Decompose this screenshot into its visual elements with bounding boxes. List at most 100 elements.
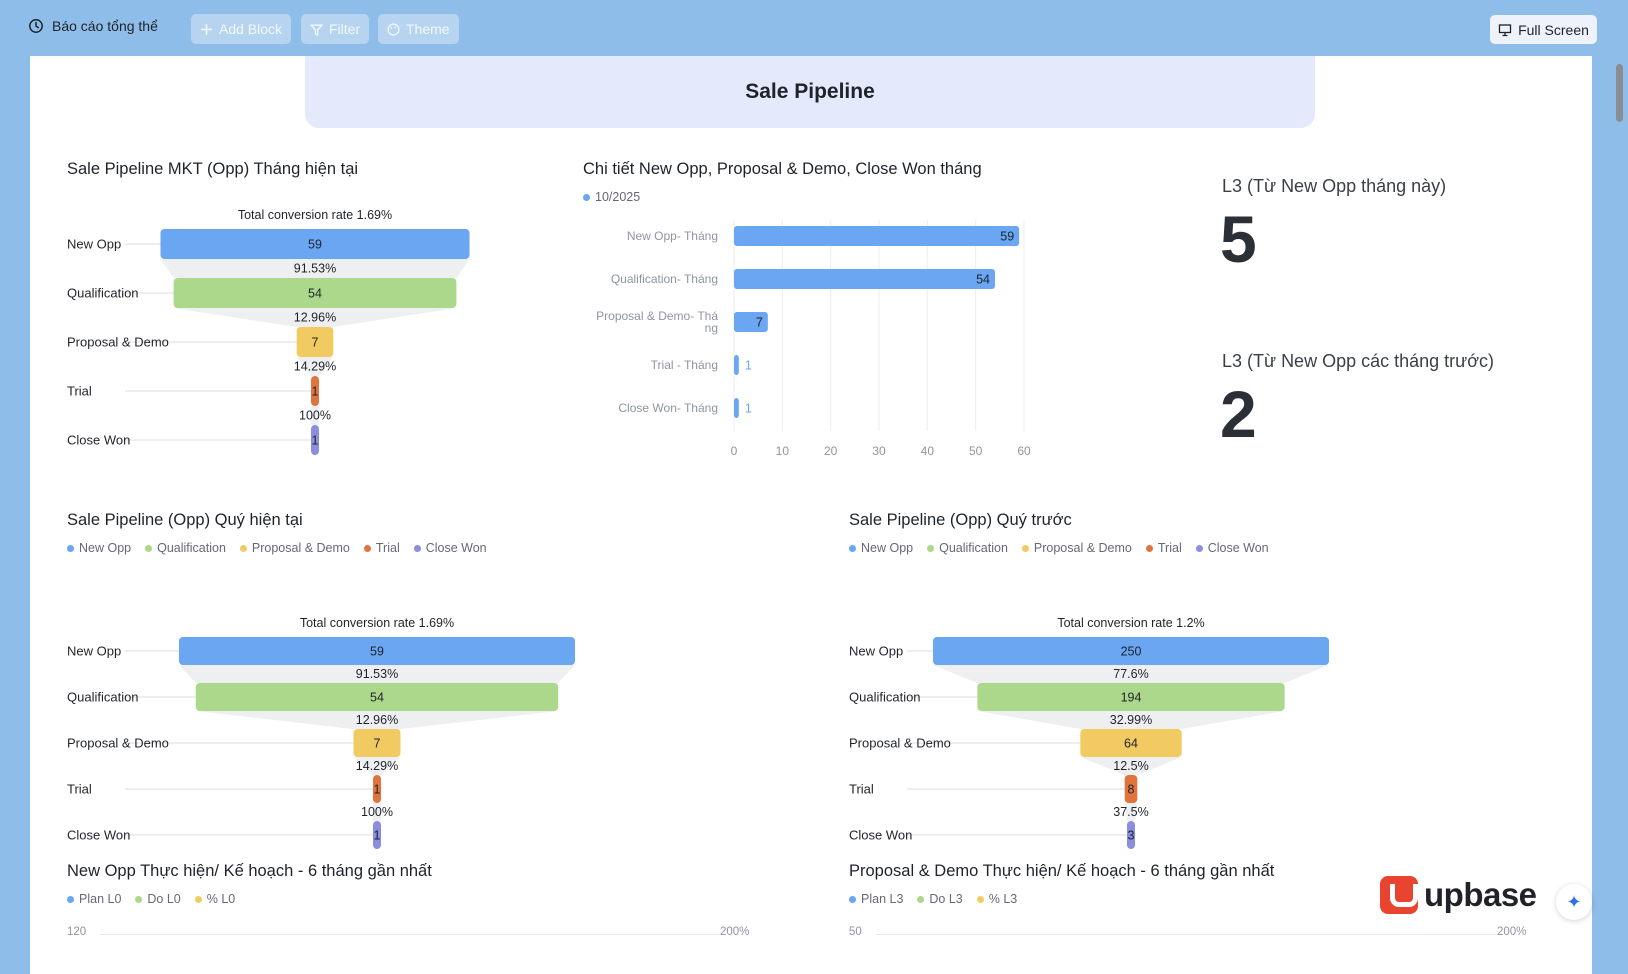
funnel-stage-label: Qualification — [849, 690, 921, 705]
funnel-bar — [311, 376, 319, 406]
bar-value-label: 54 — [976, 273, 990, 287]
legend-item[interactable]: Proposal & Demo — [239, 541, 350, 555]
bar — [734, 355, 739, 375]
upbase-logo: upbase — [1380, 876, 1537, 914]
funnel-connector — [1080, 757, 1182, 775]
funnel-total-conversion: Total conversion rate 1.69% — [300, 616, 454, 630]
legend-dot — [67, 895, 74, 903]
funnel-connector — [160, 259, 470, 278]
bar-value-label: 7 — [756, 316, 763, 330]
legend-label: Do L3 — [929, 892, 963, 906]
funnel-total-conversion: Total conversion rate 1.2% — [1057, 616, 1204, 630]
newopp-plan-legend: Plan L0 Do L0 % L0 — [67, 892, 235, 906]
funnel-bar — [195, 683, 559, 711]
legend-label: % L3 — [988, 892, 1018, 906]
legend-label: Close Won — [1207, 541, 1269, 555]
legend-label: Trial — [375, 541, 400, 555]
funnel-bar-value: 1 — [312, 434, 319, 448]
legend-dot — [583, 193, 590, 201]
proposal-y-axis-top: 50 — [849, 926, 862, 938]
proposal-y2-axis-top: 200% — [1497, 926, 1527, 938]
bar-x-tick: 60 — [1017, 444, 1031, 458]
report-title[interactable]: Báo cáo tổng thể — [28, 18, 158, 34]
proposal-gridline — [876, 934, 1496, 935]
funnel-month-chart[interactable]: Total conversion rate 1.69% 91.53% 12.96% 1… — [67, 204, 527, 474]
legend-item[interactable]: Close Won — [413, 541, 487, 555]
funnel-stage-label: Trial — [67, 384, 92, 399]
funnel-bar — [1080, 729, 1182, 757]
legend-label: Do L0 — [147, 892, 181, 906]
funnel-bar-value: 7 — [374, 737, 381, 751]
funnel-stage-label: New Opp — [67, 644, 121, 659]
legend-item[interactable]: Plan L3 — [849, 892, 903, 906]
funnel-bar-value: 194 — [1121, 691, 1142, 705]
legend-item[interactable]: Plan L0 — [67, 892, 121, 906]
bar-x-tick: 20 — [824, 444, 838, 458]
legend-label: Plan L0 — [79, 892, 122, 906]
funnel-connector — [373, 803, 381, 821]
page-scrollbar[interactable] — [1616, 64, 1623, 122]
add-block-button[interactable]: Add Block — [191, 14, 292, 44]
legend-dot — [917, 895, 925, 903]
legend-dot — [239, 544, 247, 552]
legend-item[interactable]: Qualification — [145, 541, 226, 555]
funnel-stage-label: Proposal & Demo — [67, 335, 169, 350]
kpi-l3-prev-months-value: 2 — [1220, 377, 1257, 451]
funnel-conversion-rate: 37.5% — [1113, 805, 1148, 819]
top-toolbar: Báo cáo tổng thể Add Block Filter Theme … — [0, 0, 1628, 56]
funnel-bar — [173, 278, 457, 308]
full-screen-button[interactable]: Full Screen — [1490, 15, 1597, 44]
legend-item[interactable]: New Opp — [849, 541, 913, 555]
kpi-l3-this-month-value: 5 — [1220, 202, 1257, 276]
theme-button[interactable]: Theme — [378, 14, 459, 44]
funnel-bar-value: 1 — [374, 783, 381, 797]
funnel-stage-label: Qualification — [67, 690, 139, 705]
funnel-stage-label: Trial — [67, 782, 92, 797]
filter-button[interactable]: Filter — [301, 14, 370, 44]
funnel-bar-value: 7 — [312, 336, 319, 350]
bar-detail-title: Chi tiết New Opp, Proposal & Demo, Close… — [583, 160, 982, 178]
palette-icon — [387, 22, 400, 36]
legend-item[interactable]: Do L3 — [917, 892, 963, 906]
legend-item[interactable]: % L3 — [976, 892, 1018, 906]
funnel-prev-quarter-chart[interactable]: Total conversion rate 1.2% 77.6% 32.99% 12.… — [849, 571, 1549, 849]
funnel-connector — [353, 757, 401, 775]
funnel-connector — [179, 665, 575, 683]
funnel-total-conversion: Total conversion rate 1.69% — [238, 208, 392, 222]
funnel-stage-label: Proposal & Demo — [67, 736, 169, 751]
bar-x-tick: 10 — [776, 444, 790, 458]
proposal-plan-title: Proposal & Demo Thực hiện/ Kế hoạch - 6 … — [849, 862, 1275, 880]
funnel-stage-label: Close Won — [67, 433, 130, 448]
legend-item[interactable]: Trial — [1145, 541, 1182, 555]
bar-value-label: 1 — [745, 402, 752, 416]
legend-label: Proposal & Demo — [251, 541, 350, 555]
bar — [734, 398, 739, 418]
legend-dot — [1021, 544, 1029, 552]
ai-assistant-button[interactable]: ✦ — [1556, 884, 1592, 920]
legend-item[interactable]: Do L0 — [135, 892, 181, 906]
funnel-connector — [933, 665, 1329, 683]
legend-dot — [67, 544, 74, 552]
bar — [734, 312, 768, 332]
funnel-bar-value: 64 — [1124, 737, 1138, 751]
legend-dot — [976, 895, 984, 903]
legend-item[interactable]: Trial — [363, 541, 400, 555]
legend-dot — [1145, 544, 1153, 552]
section-banner: Sale Pipeline — [305, 56, 1315, 128]
legend-item[interactable]: New Opp — [67, 541, 131, 555]
bar-detail-chart[interactable]: 0 10 20 30 40 50 60 New Opp- Tháng 59 Qualificati… — [560, 216, 1080, 476]
legend-item[interactable]: Qualification — [927, 541, 1008, 555]
funnel-quarter-chart[interactable]: Total conversion rate 1.69% 91.53% 12.96% 1… — [67, 571, 767, 849]
legend-item[interactable]: 10/2025 — [583, 190, 640, 204]
funnel-bar-value: 59 — [370, 645, 384, 659]
newopp-gridline — [100, 934, 720, 935]
legend-item[interactable]: Proposal & Demo — [1021, 541, 1132, 555]
legend-item[interactable]: Close Won — [1195, 541, 1269, 555]
bar-category-label: ng — [705, 321, 718, 335]
funnel-bar-value: 1 — [312, 385, 319, 399]
legend-item[interactable]: % L0 — [194, 892, 235, 906]
bar — [734, 269, 995, 289]
funnel-bar-value: 8 — [1128, 783, 1135, 797]
bar-category-label: Proposal & Demo- Thá — [596, 309, 718, 323]
bar-category-label: New Opp- Tháng — [627, 229, 718, 243]
